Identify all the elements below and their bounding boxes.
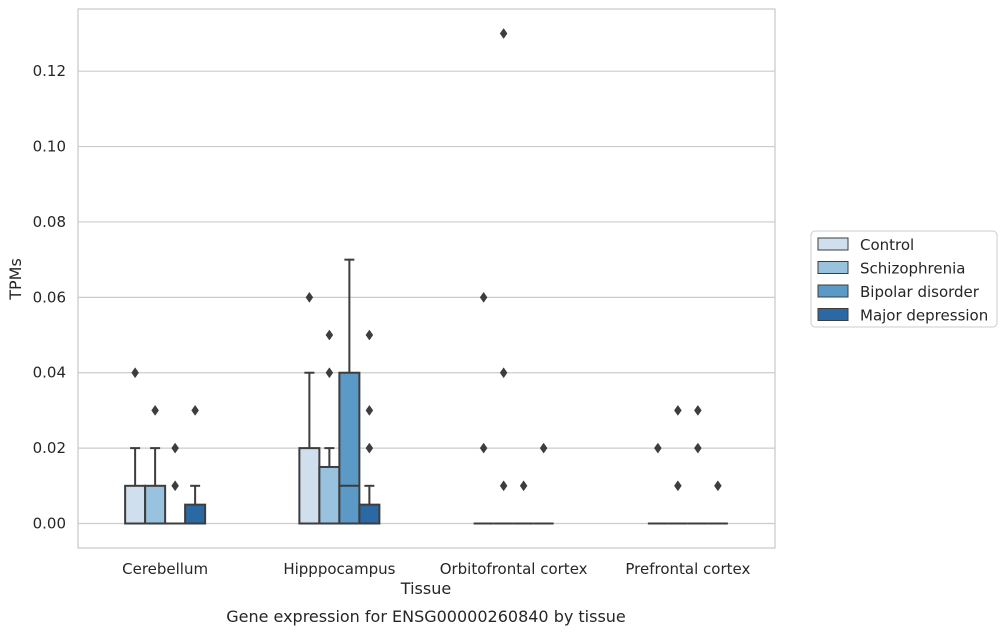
legend: Control Schizophrenia Bipolar disorder Majo… — [810, 230, 998, 328]
y-tick-label: 0.02 — [33, 439, 66, 457]
outlier-point — [654, 442, 662, 454]
box-group — [318, 329, 341, 525]
outlier-point — [171, 480, 179, 492]
plot-frame — [77, 8, 776, 549]
box — [298, 447, 321, 525]
outlier-point — [151, 404, 159, 416]
x-tick-label: Prefrontal cortex — [625, 560, 750, 578]
box-group — [144, 404, 167, 525]
outlier-point — [365, 329, 374, 341]
outlier-point — [674, 480, 682, 492]
box-group — [124, 367, 147, 525]
outlier-point — [479, 442, 488, 454]
legend-label: Major depression — [860, 307, 988, 325]
box-group — [184, 404, 207, 525]
box — [124, 484, 147, 525]
y-tick-label: 0.12 — [33, 62, 66, 80]
box-group — [165, 442, 186, 525]
outlier-point — [325, 367, 334, 379]
box-group — [667, 404, 688, 525]
y-tick-label: 0.10 — [33, 138, 66, 156]
box — [144, 484, 167, 525]
box-group — [687, 404, 708, 525]
outlier-point — [131, 367, 139, 379]
box-group — [358, 329, 381, 525]
outlier-point — [499, 480, 508, 492]
y-tick-labels: 0.00 0.02 0.04 0.06 0.08 0.10 0.12 — [33, 62, 66, 532]
box-group — [338, 258, 361, 525]
box-group — [533, 442, 554, 525]
box-group — [473, 291, 494, 525]
legend-swatch — [817, 284, 849, 298]
outlier-point — [519, 480, 528, 492]
y-tick-label: 0.00 — [33, 515, 66, 533]
y-tick-label: 0.06 — [33, 288, 66, 306]
outlier-point — [499, 367, 508, 379]
grid-lines — [78, 70, 775, 525]
legend-label: Bipolar disorder — [860, 283, 980, 301]
legend-label: Schizophrenia — [860, 260, 965, 278]
outlier-point — [305, 291, 314, 303]
box — [338, 371, 361, 525]
x-axis-title: Tissue — [400, 579, 451, 598]
outlier-point — [325, 329, 334, 341]
outlier-point — [674, 404, 682, 416]
box-group — [647, 442, 668, 525]
outlier-point — [714, 480, 722, 492]
box-group — [707, 480, 728, 525]
box — [358, 503, 381, 525]
legend-swatch — [817, 237, 849, 251]
outlier-point — [171, 442, 179, 454]
legend-frame — [810, 230, 998, 328]
legend-swatch — [817, 308, 849, 321]
outlier-point — [191, 404, 199, 416]
legend-label: Control — [860, 236, 914, 254]
y-axis-title: TPMs — [6, 258, 25, 301]
box-group — [513, 480, 534, 525]
outlier-point — [694, 404, 702, 416]
outlier-point — [365, 442, 374, 454]
chart-caption: Gene expression for ENSG00000260840 by t… — [226, 607, 626, 626]
box — [184, 503, 207, 525]
box — [318, 465, 341, 525]
x-tick-label: Orbitofrontal cortex — [440, 560, 588, 578]
outlier-point — [365, 404, 374, 416]
x-tick-label: Cerebellum — [122, 560, 208, 578]
box-group — [298, 291, 321, 525]
outlier-point — [499, 28, 508, 39]
y-tick-label: 0.04 — [33, 364, 66, 382]
outlier-point — [479, 291, 488, 303]
legend-swatch — [817, 261, 849, 274]
x-tick-labels: Cerebellum Hipppocampus Orbitofrontal cort… — [122, 560, 750, 578]
box-group — [493, 28, 514, 525]
x-tick-label: Hipppocampus — [283, 560, 395, 578]
box-marks — [124, 28, 728, 525]
outlier-point — [539, 442, 548, 454]
outlier-point — [694, 442, 702, 454]
y-tick-label: 0.08 — [33, 213, 66, 231]
